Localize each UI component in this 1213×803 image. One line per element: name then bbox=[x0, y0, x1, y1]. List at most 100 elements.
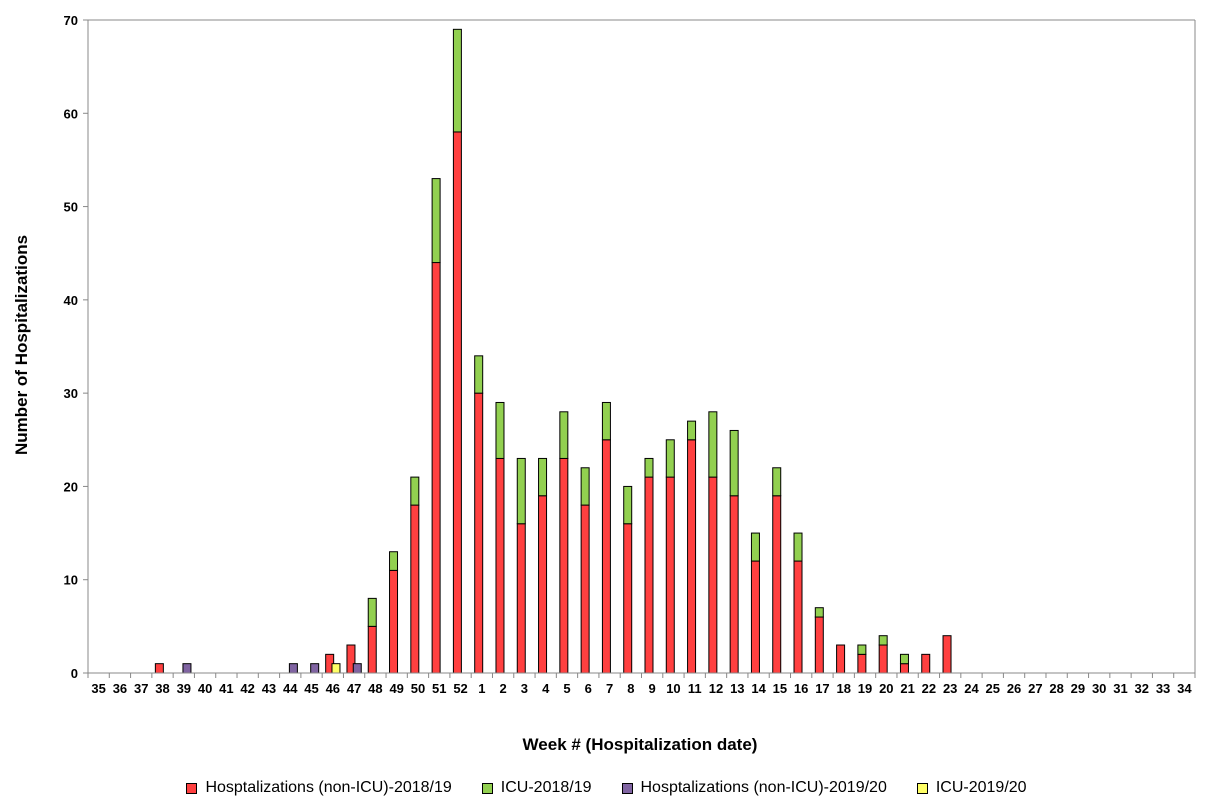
bar-segment-series-1-6 bbox=[580, 467, 590, 506]
bars bbox=[154, 28, 952, 674]
bar-segment-series-1-9 bbox=[644, 457, 654, 478]
bar-segment-series-1-7 bbox=[601, 401, 611, 441]
bar-segment-series-2-39 bbox=[182, 663, 192, 674]
bar-segment-series-0-23 bbox=[942, 635, 952, 674]
y-tick-label: 60 bbox=[64, 106, 78, 121]
x-tick-label: 52 bbox=[453, 681, 467, 696]
x-tick-label: 37 bbox=[134, 681, 148, 696]
bar-segment-series-1-49 bbox=[389, 551, 399, 571]
x-tick-label: 11 bbox=[688, 681, 702, 696]
legend-swatch bbox=[916, 782, 928, 794]
y-tick-label: 0 bbox=[71, 666, 78, 681]
legend-label: Hosptalizations (non-ICU)-2019/20 bbox=[640, 779, 887, 796]
legend-item: Hosptalizations (non-ICU)-2019/20 bbox=[621, 779, 887, 797]
bar-segment-series-0-12 bbox=[708, 476, 718, 674]
x-tick-label: 5 bbox=[563, 681, 570, 696]
x-tick-label: 38 bbox=[155, 681, 169, 696]
bar-segment-series-1-3 bbox=[516, 457, 526, 525]
bar-segment-series-1-15 bbox=[772, 467, 782, 497]
x-tick-label: 32 bbox=[1135, 681, 1149, 696]
bar-segment-series-1-13 bbox=[729, 429, 739, 497]
x-tick-label: 7 bbox=[606, 681, 613, 696]
bar-segment-series-0-48 bbox=[367, 625, 377, 674]
bar-segment-series-0-4 bbox=[538, 495, 548, 674]
x-tick-label: 51 bbox=[432, 681, 446, 696]
bar-segment-series-0-17 bbox=[814, 616, 824, 674]
bar-segment-series-1-50 bbox=[410, 476, 420, 506]
bar-segment-series-0-1 bbox=[474, 392, 484, 674]
x-tick-label: 46 bbox=[326, 681, 340, 696]
legend: Hosptalizations (non-ICU)-2018/19 ICU-201… bbox=[0, 776, 1213, 800]
x-tick-label: 14 bbox=[751, 681, 766, 696]
bar-segment-series-0-9 bbox=[644, 476, 654, 674]
bar-segment-series-3-46 bbox=[331, 663, 341, 674]
x-tick-label: 19 bbox=[858, 681, 872, 696]
bar-segment-series-1-11 bbox=[687, 420, 697, 441]
legend-item: ICU-2019/20 bbox=[916, 779, 1027, 797]
x-tick-label: 41 bbox=[219, 681, 233, 696]
y-tick-label: 20 bbox=[64, 479, 78, 494]
y-tick-label: 10 bbox=[64, 573, 78, 588]
x-tick-label: 49 bbox=[389, 681, 403, 696]
bar-segment-series-0-2 bbox=[495, 457, 505, 674]
bar-segment-series-2-47 bbox=[352, 663, 362, 674]
x-tick-label: 35 bbox=[91, 681, 105, 696]
x-tick-label: 42 bbox=[240, 681, 254, 696]
bar-segment-series-0-52 bbox=[452, 131, 462, 674]
bar-segment-series-1-48 bbox=[367, 597, 377, 627]
bar-segment-series-1-14 bbox=[750, 532, 760, 562]
legend-label: Hosptalizations (non-ICU)-2018/19 bbox=[205, 779, 452, 796]
x-tick-label: 8 bbox=[627, 681, 634, 696]
x-tick-label: 21 bbox=[900, 681, 914, 696]
y-tick-label: 70 bbox=[64, 13, 78, 28]
bar-segment-series-0-11 bbox=[687, 439, 697, 674]
bar-segment-series-1-17 bbox=[814, 607, 824, 618]
x-tick-label: 4 bbox=[542, 681, 550, 696]
x-tick-label: 22 bbox=[922, 681, 936, 696]
bar-segment-series-0-14 bbox=[750, 560, 760, 674]
bar-segment-series-0-3 bbox=[516, 523, 526, 674]
x-tick-label: 47 bbox=[347, 681, 361, 696]
bar-segment-series-0-21 bbox=[899, 663, 909, 674]
x-tick-label: 3 bbox=[521, 681, 528, 696]
y-axis-title: Number of Hospitalizations bbox=[12, 235, 31, 455]
x-tick-label: 27 bbox=[1028, 681, 1042, 696]
x-tick-label: 20 bbox=[879, 681, 893, 696]
x-tick-label: 30 bbox=[1092, 681, 1106, 696]
bar-segment-series-0-38 bbox=[154, 663, 164, 674]
bar-segment-series-1-16 bbox=[793, 532, 803, 562]
legend-label: ICU-2019/20 bbox=[935, 779, 1027, 796]
x-tick-label: 31 bbox=[1113, 681, 1127, 696]
x-tick-label: 39 bbox=[177, 681, 191, 696]
x-tick-label: 18 bbox=[837, 681, 851, 696]
x-tick-label: 25 bbox=[986, 681, 1000, 696]
legend-swatch bbox=[621, 782, 633, 794]
x-tick-label: 48 bbox=[368, 681, 382, 696]
x-tick-label: 26 bbox=[1007, 681, 1021, 696]
x-tick-label: 36 bbox=[113, 681, 127, 696]
x-tick-label: 15 bbox=[773, 681, 787, 696]
bar-segment-series-1-5 bbox=[559, 411, 569, 459]
bar-segment-series-1-21 bbox=[899, 653, 909, 665]
bar-segment-series-0-19 bbox=[857, 653, 867, 674]
x-axis: 35 36 37 38 39 40 41 42 43 44 45 46 47 48 49 50 51 52 1 2 3 4… bbox=[87, 672, 1196, 696]
bar-segment-series-0-7 bbox=[601, 439, 611, 674]
x-tick-label: 24 bbox=[964, 681, 979, 696]
x-tick-label: 28 bbox=[1049, 681, 1063, 696]
x-tick-label: 17 bbox=[815, 681, 829, 696]
x-tick-label: 40 bbox=[198, 681, 212, 696]
y-axis: 0 10 20 30 40 50 60 70 bbox=[64, 13, 89, 681]
bar-segment-series-1-2 bbox=[495, 401, 505, 459]
x-tick-label: 45 bbox=[304, 681, 318, 696]
x-tick-label: 43 bbox=[262, 681, 276, 696]
bar-segment-series-0-50 bbox=[410, 504, 420, 674]
x-tick-label: 9 bbox=[649, 681, 656, 696]
legend-item: ICU-2018/19 bbox=[481, 779, 592, 797]
plot-area bbox=[88, 19, 1196, 673]
x-tick-label: 50 bbox=[411, 681, 425, 696]
bar-segment-series-2-44 bbox=[288, 663, 298, 674]
bar-segment-series-0-8 bbox=[623, 523, 633, 674]
legend-swatch bbox=[481, 782, 493, 794]
bar-segment-series-0-51 bbox=[431, 262, 441, 674]
